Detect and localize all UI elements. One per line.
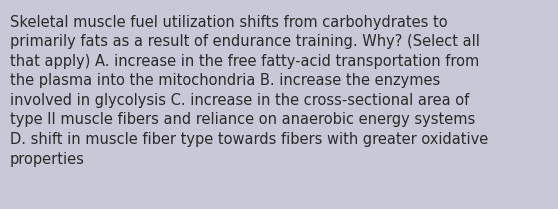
Text: Skeletal muscle fuel utilization shifts from carbohydrates to
primarily fats as : Skeletal muscle fuel utilization shifts … [10,15,488,167]
